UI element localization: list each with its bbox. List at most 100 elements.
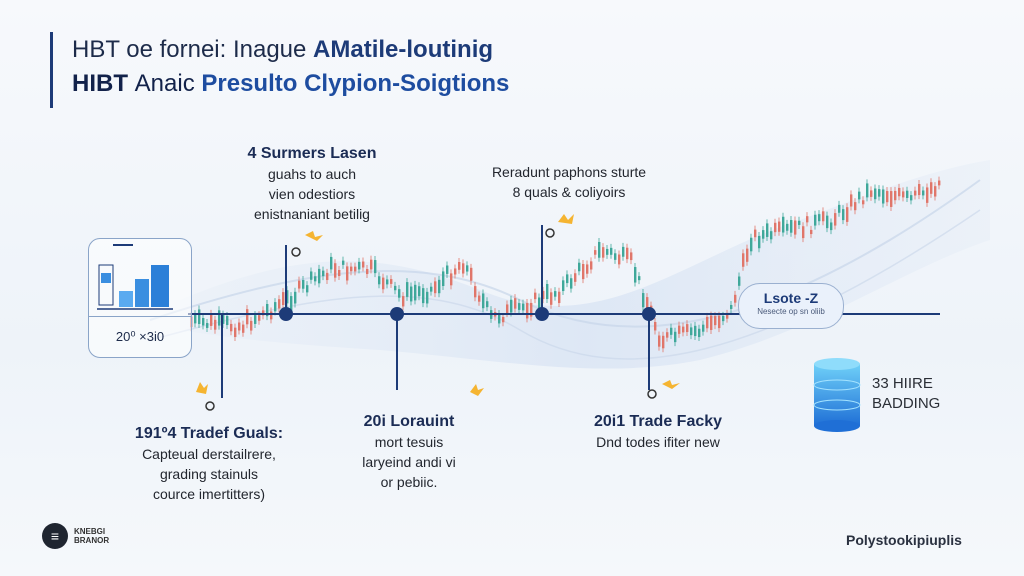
candle-body: [738, 276, 741, 286]
candle-body: [362, 261, 365, 268]
candle-body: [558, 291, 561, 304]
candle-body: [562, 280, 565, 292]
candle-body: [530, 302, 533, 317]
candle-body: [642, 293, 645, 308]
chart-panel-icon: [97, 244, 173, 310]
candle-body: [706, 316, 709, 329]
candle-body: [210, 313, 213, 326]
top-label-1: 4 Surmers Lasen guahs to auch vien odest…: [236, 144, 388, 224]
candle-body: [694, 325, 697, 337]
candle-body: [390, 279, 393, 284]
candle-body: [794, 220, 797, 235]
title-line2-prefix: HIBT: [72, 70, 135, 97]
timeline-node: [642, 307, 656, 321]
candle-body: [398, 289, 401, 298]
candle-body: [834, 213, 837, 226]
bottom-label-2-line: mort tesuis: [374, 434, 444, 450]
candle-body: [618, 254, 621, 265]
candle-body: [426, 291, 429, 304]
candle-body: [826, 215, 829, 229]
candle-body: [842, 209, 845, 221]
bottom-label-3: 20i1 Trade Facky Dnd todes ifiter new: [580, 412, 736, 452]
candle-body: [574, 273, 577, 282]
candle-body: [262, 310, 265, 316]
candle-body: [870, 190, 873, 197]
candle-body: [810, 229, 813, 235]
candle-body: [786, 223, 789, 231]
candle-body: [218, 310, 221, 326]
candle-body: [342, 260, 345, 265]
candle-body: [274, 302, 277, 312]
candle-body: [482, 293, 485, 309]
candle-body: [306, 285, 309, 293]
candle-body: [470, 267, 473, 281]
candle-body: [910, 195, 913, 201]
bottom-label-3-line: Dnd todes ifiter new: [596, 434, 720, 450]
status-pill: Lsote -Z Nesecte op sn oliib: [738, 283, 844, 329]
candle-body: [862, 200, 865, 205]
chart-panel: 20⁰ ×3i0: [88, 238, 192, 358]
candle-body: [242, 324, 245, 333]
candle-body: [462, 263, 465, 274]
status-pill-subtitle: Nesecte op sn oliib: [757, 307, 825, 316]
candle-body: [254, 315, 257, 324]
candle-body: [458, 261, 461, 270]
candle-body: [770, 231, 773, 240]
top-label-1-head: 4 Surmers Lasen: [247, 145, 377, 162]
candle-body: [638, 276, 641, 281]
candle-body: [906, 190, 909, 198]
candle-body: [454, 268, 457, 275]
candle-body: [282, 292, 285, 306]
candle-body: [802, 226, 805, 239]
candle-body: [194, 314, 197, 324]
candle-body: [866, 183, 869, 198]
candle-body: [938, 180, 941, 186]
bullet-dot-icon: [647, 389, 657, 399]
candle-body: [534, 292, 537, 300]
candle-body: [442, 271, 445, 287]
candle-body: [578, 262, 581, 272]
top-label-2-head: Reradunt paphons sturte: [491, 164, 647, 180]
candle-body: [698, 328, 701, 338]
candle-body: [682, 326, 685, 333]
footer-brand-text: Polystookipiuplis: [846, 532, 962, 548]
candle-body: [686, 324, 689, 333]
candle-body: [434, 281, 437, 294]
candle-body: [730, 304, 733, 309]
title-line1-bold: AMatile-loutinig: [313, 36, 494, 63]
candle-body: [354, 266, 357, 272]
candle-body: [326, 272, 329, 281]
candle-body: [626, 247, 629, 260]
bottom-label-2: 20i Lorauint mort tesuis laryeind andi v…: [346, 412, 472, 492]
candle-body: [522, 303, 525, 311]
top-label-1-line: vien odestiors: [268, 186, 356, 202]
candle-body: [818, 214, 821, 222]
candle-body: [726, 313, 729, 319]
candle-body: [314, 276, 317, 282]
candle-body: [338, 270, 341, 277]
bottom-label-1-line: Capteual derstailrere,: [142, 446, 276, 462]
title-line2-accent: Presulto Clypion-Soigtions: [201, 70, 510, 97]
candle-body: [746, 248, 749, 262]
candle-body: [438, 279, 441, 294]
candle-body: [514, 298, 517, 309]
bullet-dot-icon: [291, 247, 301, 257]
footer-logo-text: KNEBGI BRANOR: [74, 527, 109, 545]
candle-body: [606, 248, 609, 255]
candle-body: [662, 335, 665, 349]
candle-body: [674, 331, 677, 343]
candle-body: [366, 269, 369, 275]
title-accent-bar: [50, 32, 53, 108]
candle-body: [370, 259, 373, 270]
bottom-label-2-line: laryeind andi vi: [362, 454, 456, 470]
footer-logo-line1: KNEBGI: [74, 527, 106, 536]
candle-body: [890, 191, 893, 207]
candle-body: [234, 327, 237, 337]
candle-body: [614, 253, 617, 260]
sparkle-icon: [558, 214, 574, 224]
candle-body: [322, 270, 325, 277]
bullet-dot-icon: [205, 401, 215, 411]
candle-body: [718, 315, 721, 329]
candle-body: [934, 186, 937, 197]
candle-body: [894, 190, 897, 201]
